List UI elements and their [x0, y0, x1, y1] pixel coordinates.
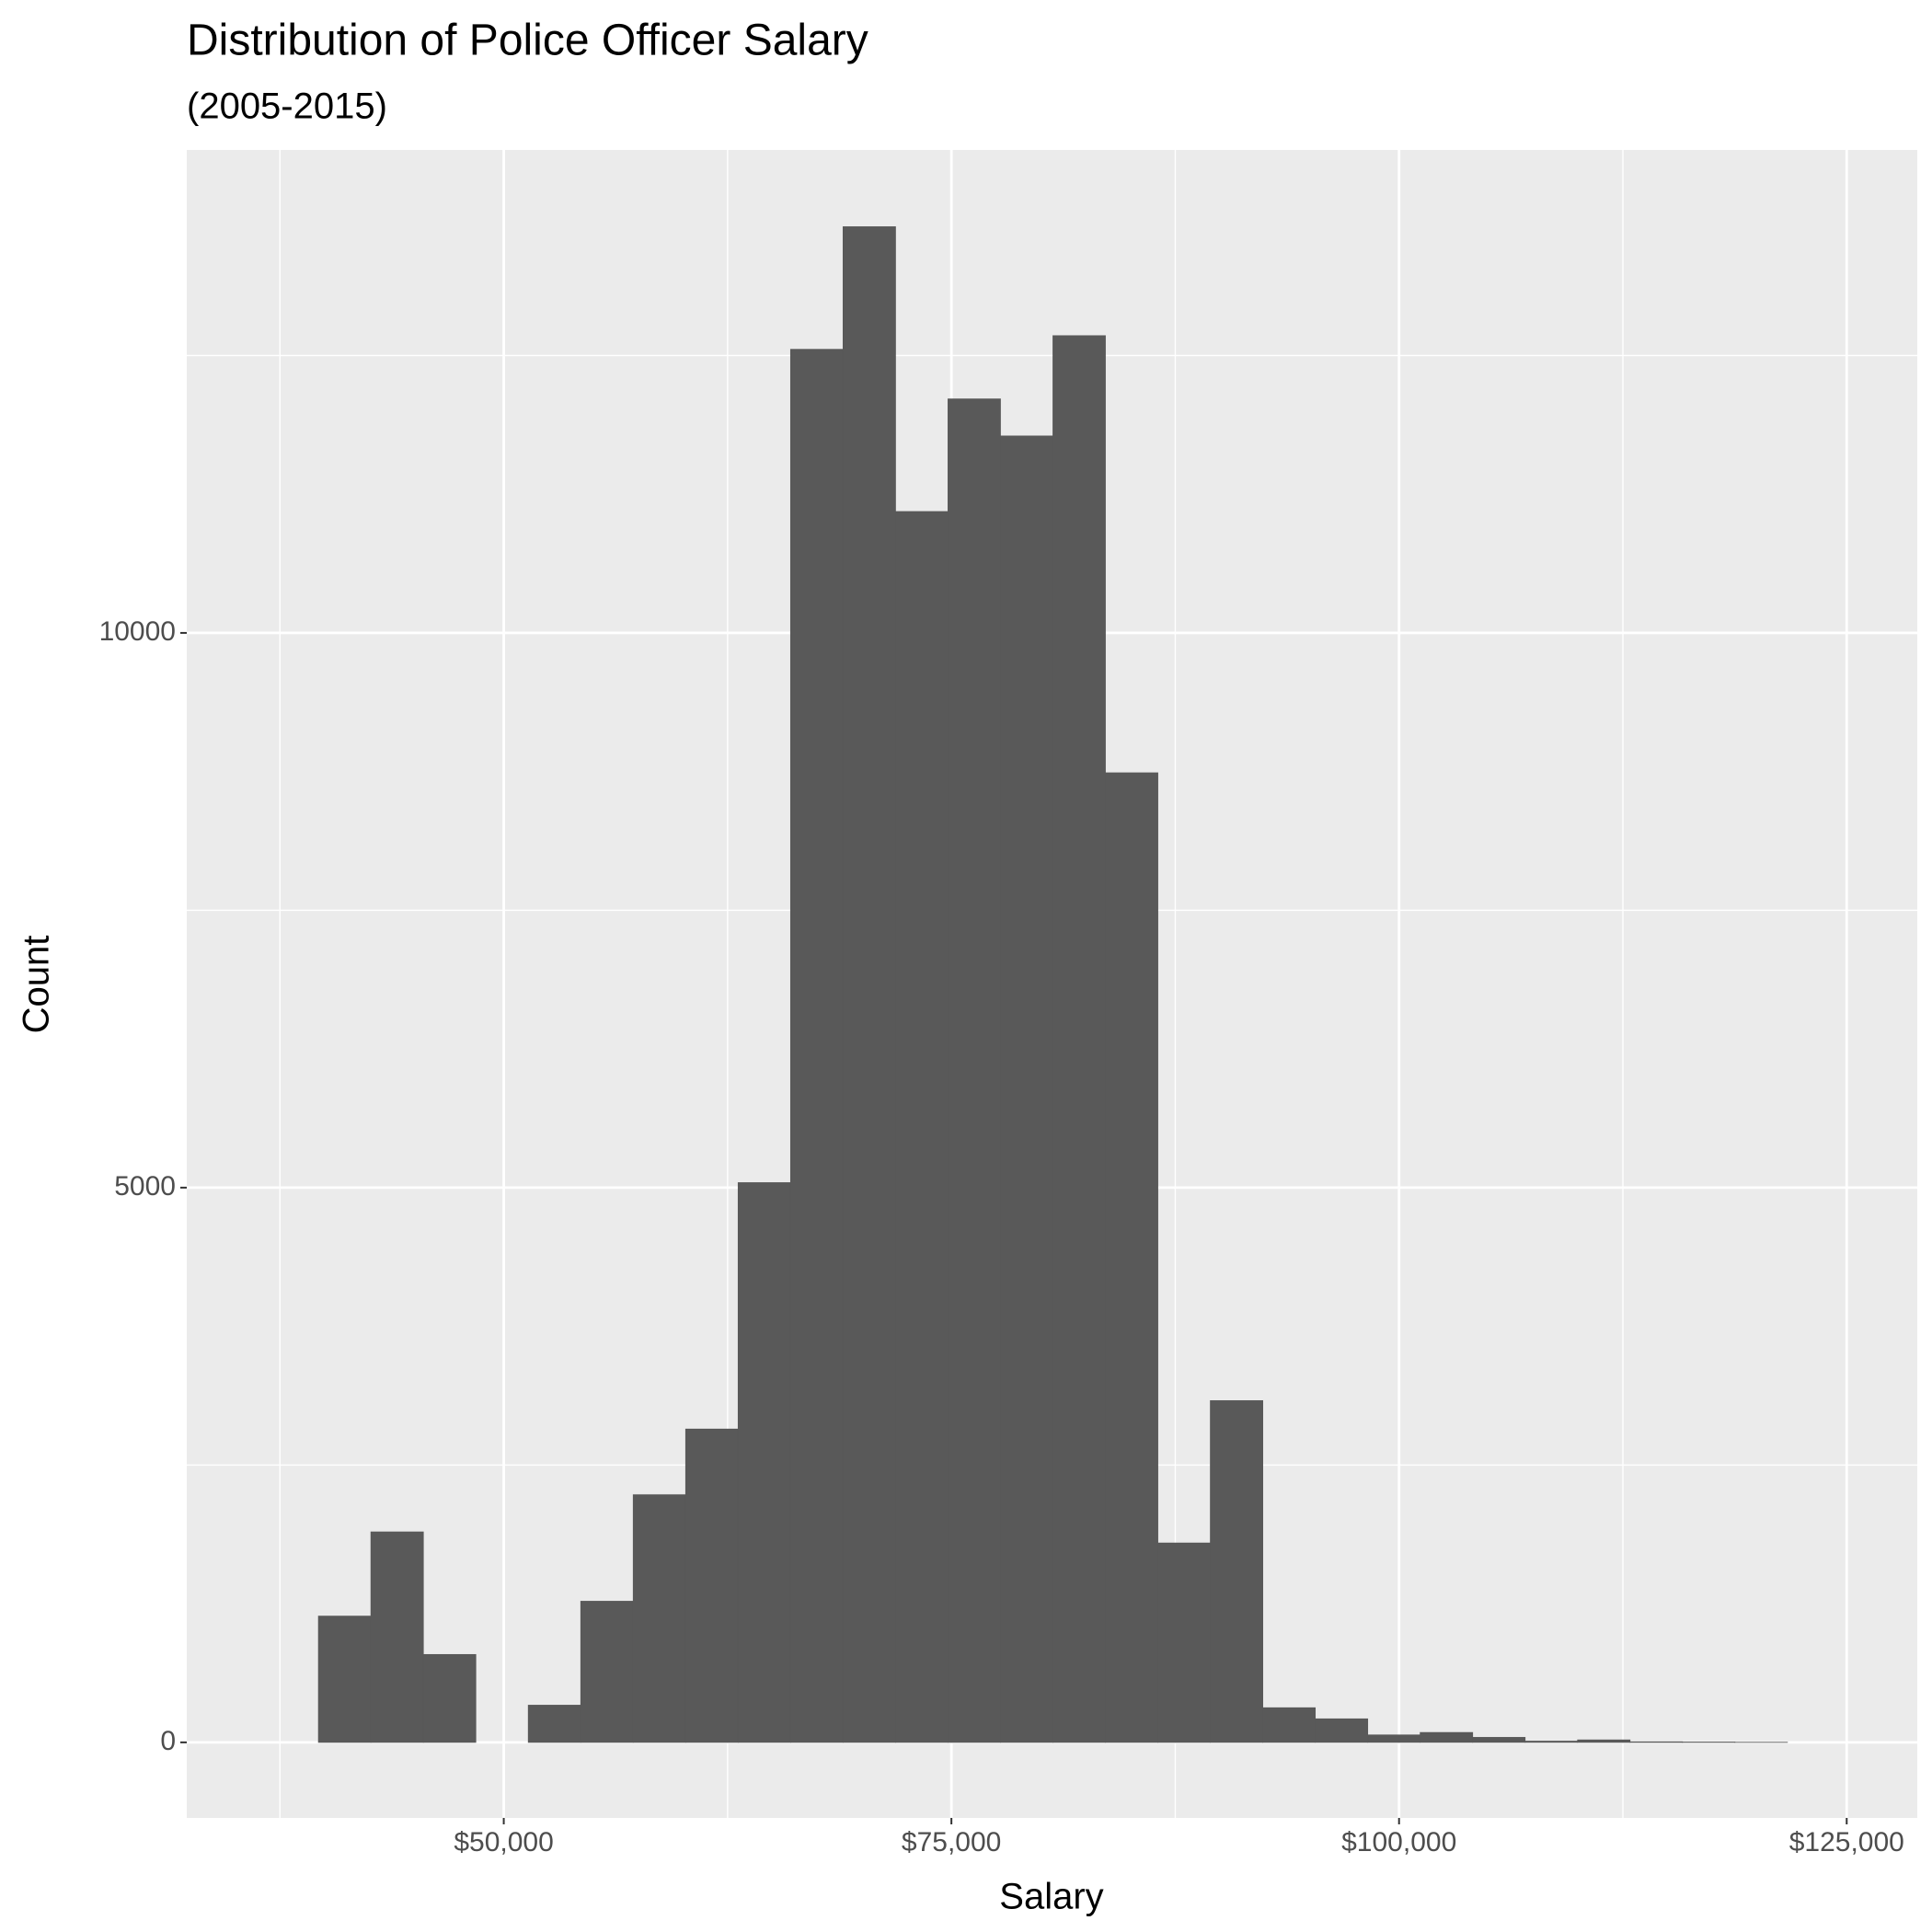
- x-tick-label: $100,000: [1341, 1827, 1456, 1857]
- bar: [684, 1428, 739, 1743]
- bar: [632, 1494, 686, 1743]
- bar: [422, 1653, 477, 1743]
- bar: [1420, 1731, 1474, 1743]
- bar: [1210, 1400, 1263, 1743]
- chart-subtitle: (2005-2015): [187, 86, 387, 127]
- bar: [842, 226, 896, 1743]
- bar: [1262, 1707, 1317, 1743]
- bar: [370, 1531, 424, 1743]
- bar: [1000, 435, 1053, 1743]
- bar: [1472, 1737, 1526, 1743]
- y-tick-label: 10000: [99, 616, 176, 647]
- x-tick-label: $125,000: [1789, 1827, 1904, 1857]
- x-axis-title: Salary: [999, 1877, 1103, 1917]
- bar: [317, 1616, 372, 1743]
- bar: [1577, 1739, 1631, 1743]
- bar: [948, 398, 1001, 1743]
- bar: [789, 349, 844, 1743]
- x-tick-label: $50,000: [454, 1827, 553, 1857]
- bar: [1367, 1734, 1421, 1743]
- bar: [527, 1705, 581, 1743]
- bar: [580, 1601, 634, 1743]
- chart-title: Distribution of Police Officer Salary: [187, 17, 868, 65]
- bar: [737, 1182, 791, 1743]
- bar: [1052, 335, 1106, 1743]
- x-tick-label: $75,000: [902, 1827, 1001, 1857]
- y-axis-title: Count: [17, 936, 57, 1034]
- y-tick-label: 0: [160, 1726, 176, 1756]
- bar: [1315, 1718, 1369, 1743]
- y-tick-label: 5000: [114, 1171, 176, 1202]
- bar: [1105, 772, 1158, 1743]
- bar: [895, 511, 949, 1743]
- bar: [1157, 1542, 1211, 1743]
